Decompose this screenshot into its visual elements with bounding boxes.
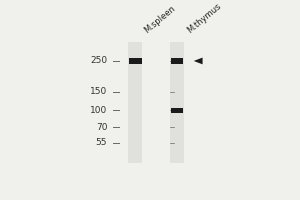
Text: 250: 250	[90, 56, 107, 65]
Polygon shape	[194, 58, 203, 64]
Text: 70: 70	[96, 123, 107, 132]
Bar	[170, 42, 184, 163]
Text: 55: 55	[96, 138, 107, 147]
Bar	[128, 42, 142, 163]
Bar	[129, 58, 142, 64]
Bar	[171, 58, 183, 64]
Text: 150: 150	[90, 87, 107, 96]
Text: M.thymus: M.thymus	[185, 1, 223, 35]
Bar	[171, 108, 183, 113]
Text: M.spleen: M.spleen	[142, 4, 177, 35]
Text: 100: 100	[90, 106, 107, 115]
